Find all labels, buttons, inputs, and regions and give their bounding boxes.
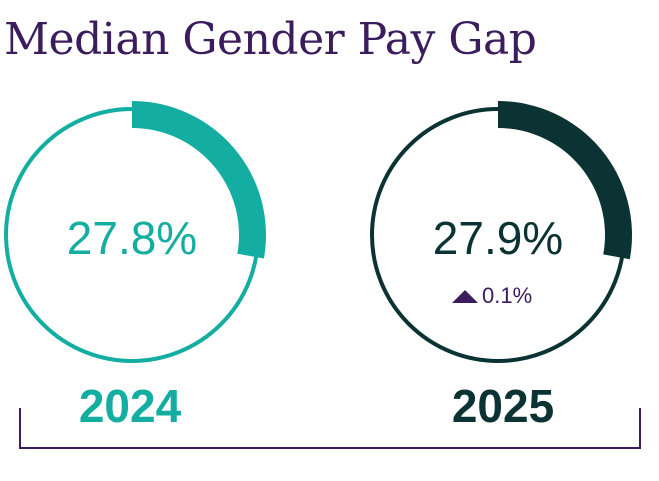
year-label-2025: 2025: [452, 380, 554, 432]
donut-2025: 27.9% 0.1%: [370, 101, 632, 363]
donut-2024: 27.8%: [4, 101, 266, 363]
donut-2025-value-label: 27.9%: [433, 212, 563, 264]
donut-2024-arc: [132, 101, 266, 259]
donut-2024-value-label: 27.8%: [67, 212, 197, 264]
up-triangle-icon: [452, 290, 478, 303]
donut-2025-arc: [498, 101, 632, 260]
chart-title: Median Gender Pay Gap: [4, 14, 537, 65]
donut-2025-delta-label: 0.1%: [482, 283, 532, 308]
bracket-line: [19, 408, 641, 449]
year-label-2024: 2024: [79, 380, 182, 432]
